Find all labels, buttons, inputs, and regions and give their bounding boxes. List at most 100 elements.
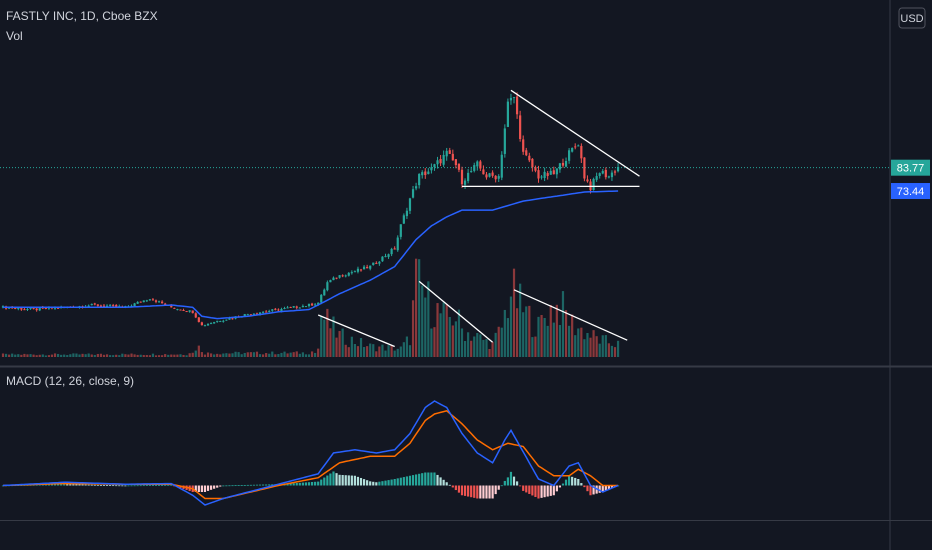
volume-bar (60, 354, 63, 357)
volume-bar (375, 351, 378, 357)
candle (497, 174, 500, 182)
volume-bar (90, 354, 93, 357)
candle (298, 307, 301, 309)
candle-body (369, 265, 372, 269)
volume-bar (154, 355, 158, 357)
macd-histogram-bar (359, 477, 363, 486)
candle-body (145, 300, 148, 302)
candle-body (546, 173, 549, 176)
candle-body (112, 305, 115, 307)
macd-histogram-bar (78, 484, 81, 486)
macd-histogram-bar (203, 485, 207, 492)
macd-histogram-bar (408, 475, 412, 486)
macd-histogram-bar (454, 485, 457, 491)
candle (393, 246, 396, 250)
candle-body (255, 313, 259, 315)
candle-body (613, 171, 617, 173)
candle-body (23, 309, 26, 311)
macd-histogram-bar (63, 484, 66, 486)
candle-body (512, 97, 516, 99)
candle-body (194, 313, 197, 318)
candle-body (151, 299, 155, 301)
candle-body (522, 139, 525, 152)
candle-body (161, 301, 164, 304)
candle-body (341, 275, 344, 277)
volume-bar (601, 335, 604, 357)
candle (182, 308, 185, 311)
macd-histogram-bar (47, 484, 50, 486)
macd-histogram-bar (381, 481, 384, 486)
candle-body (616, 166, 620, 172)
macd-histogram-bar (44, 484, 47, 486)
candle (323, 288, 326, 296)
macd-histogram-bar (139, 485, 142, 487)
macd-histogram-bar (433, 472, 436, 486)
candle-body (384, 256, 387, 258)
volume-bar (390, 345, 393, 357)
last-price-value: 83.77 (897, 163, 925, 175)
macd-histogram-bar (50, 484, 54, 486)
candle (479, 159, 482, 171)
candle (583, 157, 586, 182)
macd-histogram-bar (347, 475, 350, 486)
volume-bar (372, 344, 375, 357)
candle-body (35, 308, 38, 311)
volume-bar (439, 313, 442, 357)
candle (577, 144, 580, 147)
candle-body (338, 275, 341, 278)
candle (460, 166, 464, 188)
candle (26, 307, 29, 312)
macd-histogram-bar (93, 484, 96, 486)
volume-bar (418, 259, 421, 357)
candle-body (203, 325, 207, 327)
candle (592, 177, 595, 191)
currency-button[interactable]: USD (898, 7, 926, 29)
macd-histogram-bar (38, 484, 41, 486)
candle (448, 147, 451, 155)
volume-bar (460, 328, 464, 357)
volume-bar (583, 339, 586, 357)
candle-body (157, 301, 161, 303)
candle (332, 276, 335, 281)
macd-histogram-bar (262, 484, 265, 486)
macd-histogram-bar (228, 485, 231, 487)
candle-body (56, 307, 60, 309)
candle-body (252, 313, 256, 315)
candle-body (482, 169, 485, 175)
candle-body (421, 172, 424, 176)
macd-histogram-bar (473, 485, 476, 498)
macd-histogram-bar (356, 476, 360, 486)
macd-histogram-bar (369, 481, 372, 486)
volume-bar (139, 354, 142, 357)
candle (173, 307, 176, 309)
candle-body (467, 172, 470, 182)
candle-body (387, 254, 390, 257)
candle (274, 307, 277, 311)
candle-body (185, 311, 188, 313)
candle-body (32, 308, 35, 310)
volume-bar (148, 355, 151, 357)
macd-histogram-bar (402, 477, 405, 486)
candle-body (442, 154, 445, 165)
macd-histogram-bar (295, 483, 298, 486)
macd-histogram-bar (463, 485, 467, 496)
volume-bar (240, 354, 243, 357)
candle-body (38, 307, 41, 311)
candle (255, 312, 259, 315)
volume-bar (485, 339, 488, 357)
candle (494, 175, 497, 183)
candle (595, 172, 598, 182)
volume-bar (332, 316, 335, 357)
candle (185, 311, 188, 313)
macd-histogram-bar (209, 485, 213, 490)
trendlines[interactable] (317, 89, 640, 348)
macd-histogram-bar (200, 485, 203, 492)
candle (136, 301, 139, 304)
candle (613, 169, 617, 176)
candle (335, 277, 338, 280)
macd-histogram-bar (99, 484, 103, 486)
candle-body (555, 168, 558, 175)
macd-histogram-bar (75, 484, 78, 486)
volume-bar (479, 334, 482, 357)
